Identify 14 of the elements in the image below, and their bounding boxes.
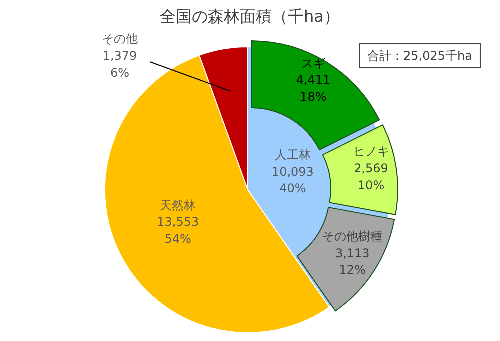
slice-label: その他樹種	[322, 230, 383, 244]
slice-label: ヒノキ	[353, 144, 390, 159]
data-label: 10,093 40%	[272, 164, 314, 196]
slice-label: スギ	[301, 56, 326, 70]
data-label: 3,113 12%	[335, 246, 370, 278]
data-label: 13,553 54%	[157, 215, 200, 246]
data-label: 1,379 6%	[102, 49, 138, 80]
slice-label: その他	[102, 32, 138, 46]
data-label: 4,411 18%	[296, 73, 331, 104]
slice-label: 人工林	[274, 148, 311, 162]
text: 合計：25,025千ha	[368, 49, 472, 63]
slice-label: 天然林	[160, 198, 196, 212]
chart-title: 全国の森林面積（千ha）	[160, 7, 340, 26]
data-label: 2,569 10%	[354, 162, 388, 192]
